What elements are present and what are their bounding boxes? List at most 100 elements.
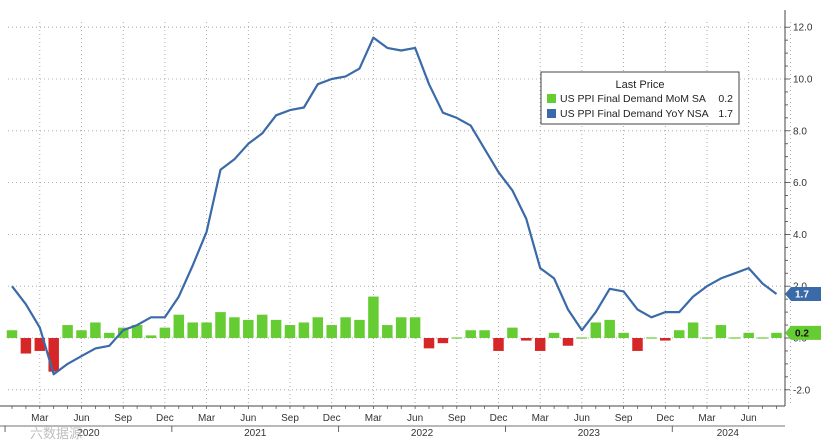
mom-bar bbox=[451, 337, 463, 339]
mom-bar bbox=[729, 337, 741, 339]
x-tick-label: Jun bbox=[574, 413, 590, 424]
mom-bar bbox=[576, 337, 588, 339]
mom-bar bbox=[173, 314, 185, 338]
legend-value-yoy: 1.7 bbox=[718, 108, 733, 120]
watermark: 六数据源 bbox=[30, 427, 82, 442]
mom-bar bbox=[34, 338, 46, 351]
year-label: 2024 bbox=[717, 428, 740, 439]
x-tick-label: Sep bbox=[615, 413, 633, 424]
x-tick-labels: Mar Jun Sep Dec Mar Jun Sep Dec Mar Jun Sep Dec Mar J… bbox=[31, 413, 757, 439]
legend-label-mom: US PPI Final Demand MoM SA bbox=[560, 93, 706, 105]
x-tick-label: Sep bbox=[448, 413, 466, 424]
mom-bar bbox=[6, 330, 18, 338]
mom-bar bbox=[368, 296, 379, 338]
grid bbox=[8, 22, 791, 406]
mom-bar bbox=[632, 338, 643, 351]
mom-bar bbox=[312, 317, 324, 338]
mom-bar bbox=[687, 322, 699, 338]
legend-box bbox=[540, 71, 740, 125]
legend-swatch-mom bbox=[547, 94, 556, 103]
mom-bar bbox=[284, 325, 296, 338]
mom-bar bbox=[326, 325, 337, 338]
mom-bar bbox=[660, 338, 671, 341]
x-tick-label: Sep bbox=[281, 413, 299, 424]
legend: Last Price US PPI Final Demand MoM SA 0.… bbox=[540, 71, 740, 125]
mom-bar bbox=[423, 338, 435, 349]
legend-label-yoy: US PPI Final Demand YoY NSA bbox=[560, 108, 709, 120]
mom-bar bbox=[131, 325, 143, 338]
x-tick-label: Dec bbox=[490, 413, 508, 424]
last-value-badges: 1.7 0.2 bbox=[785, 286, 821, 340]
mom-bar bbox=[437, 338, 449, 344]
y-tick-label: 8.0 bbox=[793, 126, 807, 137]
axes bbox=[0, 10, 790, 432]
mom-bar bbox=[201, 322, 212, 338]
mom-bars bbox=[6, 296, 782, 372]
mom-bar bbox=[493, 338, 504, 351]
mom-bar bbox=[298, 322, 310, 338]
x-tick-label: Jun bbox=[741, 413, 757, 424]
mom-bar bbox=[590, 322, 602, 338]
x-tick-label: Jun bbox=[73, 413, 89, 424]
x-tick-label: Mar bbox=[365, 413, 383, 424]
mom-bar bbox=[507, 327, 518, 338]
y-tick-label: 6.0 bbox=[793, 178, 807, 189]
mom-bar bbox=[104, 332, 115, 338]
mom-bar bbox=[521, 338, 532, 341]
mom-bar bbox=[20, 338, 32, 354]
mom-bar bbox=[76, 330, 87, 338]
mom-bar bbox=[618, 332, 629, 338]
year-label: 2021 bbox=[244, 428, 267, 439]
last-value-badge-label: 1.7 bbox=[795, 289, 809, 300]
mom-bar bbox=[215, 312, 226, 338]
mom-bar bbox=[270, 319, 282, 338]
y-tick-label: 4.0 bbox=[793, 230, 807, 241]
mom-bar bbox=[646, 337, 657, 339]
mom-bar bbox=[562, 338, 574, 346]
mom-bar bbox=[465, 330, 476, 338]
year-label: 2023 bbox=[578, 428, 601, 439]
mom-bar bbox=[395, 317, 407, 338]
last-value-badge-label: 0.2 bbox=[795, 328, 809, 339]
x-tick-label: Dec bbox=[656, 413, 674, 424]
mom-bar bbox=[354, 319, 365, 338]
mom-bar bbox=[187, 322, 198, 338]
mom-bar bbox=[757, 337, 768, 339]
last-value-badge bbox=[785, 325, 821, 340]
x-tick-label: Mar bbox=[698, 413, 716, 424]
mom-bar bbox=[382, 325, 393, 338]
mom-bar bbox=[604, 319, 615, 338]
mom-bar bbox=[145, 335, 157, 338]
mom-bar bbox=[479, 330, 490, 338]
mom-bar bbox=[256, 314, 268, 338]
mom-bar bbox=[715, 325, 727, 338]
last-value-badge bbox=[785, 286, 821, 301]
y-tick-labels: -2.00.02.04.06.08.010.012.0 bbox=[793, 23, 813, 397]
mom-bar bbox=[701, 337, 713, 339]
mom-bar bbox=[117, 327, 129, 338]
year-label: 2020 bbox=[77, 428, 100, 439]
x-tick-label: Dec bbox=[156, 413, 174, 424]
mom-bar bbox=[409, 317, 421, 338]
mom-bar bbox=[534, 338, 546, 351]
x-tick-label: Mar bbox=[198, 413, 216, 424]
x-tick-label: Jun bbox=[407, 413, 423, 424]
x-tick-label: Sep bbox=[114, 413, 132, 424]
y-tick-label: 10.0 bbox=[793, 75, 813, 86]
y-tick-label: 12.0 bbox=[793, 23, 813, 34]
mom-bar bbox=[340, 317, 351, 338]
x-tick-label: Mar bbox=[532, 413, 550, 424]
mom-bar bbox=[229, 317, 240, 338]
x-tick-label: Jun bbox=[240, 413, 256, 424]
mom-bar bbox=[771, 332, 782, 338]
mom-bar bbox=[159, 327, 171, 338]
mom-bar bbox=[62, 325, 73, 338]
mom-bar bbox=[548, 332, 560, 338]
x-tick-label: Mar bbox=[31, 413, 49, 424]
legend-value-mom: 0.2 bbox=[718, 93, 733, 105]
yoy-line bbox=[11, 36, 778, 376]
legend-swatch-yoy bbox=[547, 109, 556, 118]
mom-bar bbox=[48, 338, 59, 372]
mom-bar bbox=[243, 319, 254, 338]
